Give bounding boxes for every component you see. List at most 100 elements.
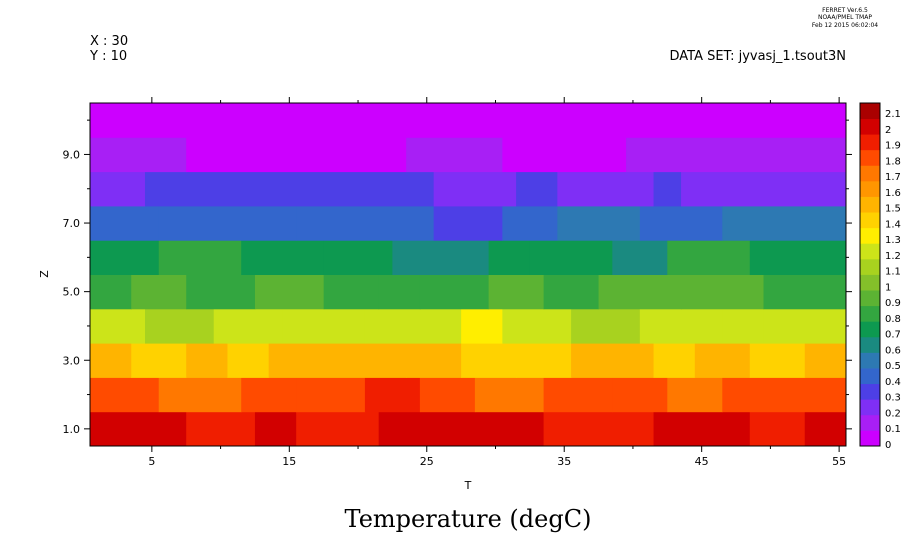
heatmap-cell bbox=[419, 377, 476, 413]
heatmap-cell bbox=[90, 205, 160, 241]
colorbar-label: 0.1 bbox=[885, 424, 901, 435]
heatmap-cell bbox=[529, 240, 613, 275]
heatmap-cell bbox=[158, 205, 297, 241]
heatmap-cell bbox=[433, 205, 503, 241]
heatmap-cell bbox=[323, 274, 380, 310]
colorbar-swatch bbox=[860, 336, 880, 353]
colorbar-swatch bbox=[860, 227, 880, 244]
heatmap-cell bbox=[681, 171, 847, 207]
heatmap-cell bbox=[571, 343, 655, 378]
y-tick-label: 1.0 bbox=[63, 423, 81, 436]
heatmap-cell bbox=[681, 274, 765, 310]
heatmap-cell bbox=[378, 274, 421, 310]
heatmap-cell bbox=[708, 411, 751, 447]
heatmap-cells bbox=[90, 103, 847, 447]
heatmap-cell bbox=[90, 343, 132, 378]
y-tick-label: 3.0 bbox=[63, 354, 81, 367]
heatmap-cell bbox=[90, 137, 187, 173]
plot-frame bbox=[89, 102, 847, 447]
colorbar-swatch bbox=[860, 196, 880, 213]
colorbar-label: 1.5 bbox=[885, 204, 901, 215]
colorbar-label: 0.7 bbox=[885, 330, 901, 341]
colorbar: 0 0.1 0.2 0.3 0.4 0.5 0.6 0.7 0.8 0.9 1 1.1 1.2 1.3 1.… bbox=[859, 102, 901, 451]
colorbar-label: 0.2 bbox=[885, 408, 901, 419]
colorbar-label: 1.8 bbox=[885, 156, 901, 167]
heatmap-cell bbox=[282, 308, 366, 344]
heatmap-cell bbox=[296, 377, 366, 413]
heatmap-cell bbox=[419, 411, 462, 447]
colorbar-label: 0.4 bbox=[885, 377, 901, 388]
heatmap-cell bbox=[158, 377, 242, 413]
program-info-line-3: Feb 12 2015 06:02:04 bbox=[812, 22, 878, 29]
heatmap-cell bbox=[639, 205, 723, 241]
heatmap-cell bbox=[598, 274, 682, 310]
colorbar-label: 1.1 bbox=[885, 267, 901, 278]
colorbar-swatch bbox=[860, 149, 880, 166]
heatmap-cell bbox=[502, 205, 558, 241]
heatmap-cell bbox=[749, 240, 847, 275]
heatmap-cell bbox=[419, 274, 490, 310]
heatmap-cell bbox=[296, 205, 435, 241]
colorbar-swatch bbox=[860, 352, 880, 369]
heatmap-cell bbox=[144, 308, 215, 344]
heatmap-cell bbox=[406, 343, 462, 378]
colorbar-label: 1.3 bbox=[885, 235, 901, 246]
heatmap-cell bbox=[626, 137, 847, 173]
heatmap-cell bbox=[241, 377, 297, 413]
chart-title: Temperature (degC) bbox=[345, 505, 592, 533]
heatmap-cell bbox=[557, 205, 641, 241]
colorbar-swatch bbox=[860, 180, 880, 197]
heatmap-cell bbox=[488, 274, 545, 310]
heatmap-cell bbox=[158, 240, 242, 275]
heatmap-cell bbox=[804, 343, 847, 378]
heatmap-cell bbox=[392, 240, 490, 275]
heatmap-cell bbox=[461, 308, 503, 344]
heatmap-cell bbox=[131, 343, 187, 378]
heatmap-cell bbox=[543, 411, 655, 447]
heatmap-cell bbox=[241, 240, 325, 275]
colorbar-label: 1.4 bbox=[885, 219, 901, 230]
colorbar-label: 1.9 bbox=[885, 141, 901, 152]
colorbar-swatch bbox=[860, 414, 880, 431]
heatmap-cell bbox=[296, 411, 380, 447]
heatmap-cell bbox=[406, 137, 503, 173]
heatmap-cell bbox=[516, 411, 545, 447]
y-axis-label: Z bbox=[38, 270, 51, 278]
colorbar-swatch bbox=[860, 165, 880, 182]
heatmap-cell bbox=[694, 343, 751, 378]
heatmap-cell bbox=[433, 171, 517, 207]
y-coordinate-info: Y : 10 bbox=[89, 49, 127, 64]
heatmap-cell bbox=[186, 137, 407, 173]
heatmap-cell bbox=[543, 274, 600, 310]
colorbar-label: 1.2 bbox=[885, 251, 901, 262]
y-tick-label: 9.0 bbox=[63, 148, 81, 161]
heatmap-cell bbox=[268, 343, 407, 378]
x-tick-label: 55 bbox=[832, 455, 846, 468]
colorbar-label: 1 bbox=[885, 282, 891, 293]
heatmap-cell bbox=[186, 274, 256, 310]
colorbar-label: 0 bbox=[885, 440, 891, 451]
x-tick-label: 25 bbox=[420, 455, 434, 468]
x-tick-label: 15 bbox=[282, 455, 296, 468]
colorbar-swatch bbox=[860, 290, 880, 307]
heatmap-cell bbox=[639, 308, 723, 344]
y-tick-label: 5.0 bbox=[63, 286, 81, 299]
colorbar-swatch bbox=[860, 243, 880, 260]
heatmap-cell bbox=[90, 171, 146, 207]
heatmap-cell bbox=[722, 205, 847, 241]
heatmap-cell bbox=[144, 171, 435, 207]
colorbar-swatch bbox=[860, 274, 880, 291]
x-coordinate-info: X : 30 bbox=[90, 34, 128, 49]
heatmap-cell bbox=[763, 274, 847, 310]
heatmap-cell bbox=[667, 240, 751, 275]
heatmap-cell bbox=[557, 171, 655, 207]
colorbar-label: 0.8 bbox=[885, 314, 901, 325]
colorbar-swatch bbox=[860, 212, 880, 229]
heatmap-cell bbox=[254, 274, 325, 310]
x-tick-label: 5 bbox=[148, 455, 155, 468]
heatmap-cell bbox=[90, 308, 146, 344]
heatmap-cell bbox=[461, 343, 517, 378]
heatmap-cell bbox=[90, 240, 160, 275]
colorbar-label: 1.6 bbox=[885, 188, 901, 199]
heatmap-cell bbox=[653, 411, 710, 447]
